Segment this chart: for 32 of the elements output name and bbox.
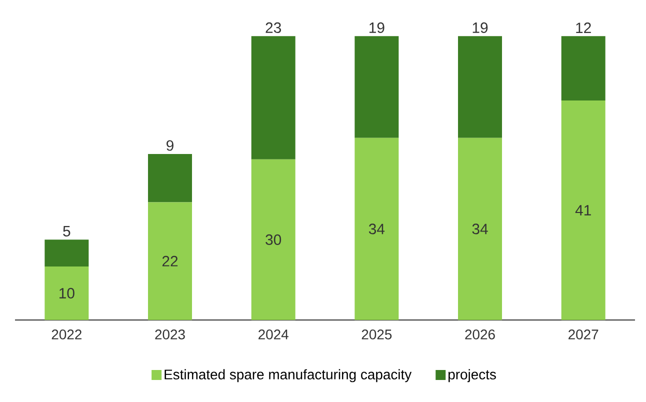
x-tick-label: 2026 bbox=[465, 330, 495, 340]
data-label: 9 bbox=[166, 140, 174, 151]
data-label: 22 bbox=[162, 256, 178, 266]
bar bbox=[148, 202, 192, 320]
bar bbox=[458, 138, 502, 320]
data-label: 5 bbox=[63, 226, 70, 236]
data-label: 10 bbox=[60, 288, 74, 299]
x-tick-label: 2025 bbox=[362, 330, 392, 340]
legend-label: Estimated spare manufacturing capacity bbox=[164, 369, 412, 382]
bar bbox=[561, 100, 606, 320]
data-label: 34 bbox=[368, 224, 385, 234]
bar bbox=[354, 138, 399, 320]
bar bbox=[44, 240, 89, 266]
data-label: 23 bbox=[266, 22, 281, 33]
x-tick-label: 2024 bbox=[258, 330, 288, 340]
data-label: 12 bbox=[576, 22, 591, 33]
legend-label: projects bbox=[448, 369, 496, 382]
data-label: 41 bbox=[575, 205, 591, 216]
bar bbox=[251, 36, 296, 160]
bar bbox=[354, 36, 399, 138]
bar bbox=[251, 159, 296, 320]
data-label: 19 bbox=[370, 22, 384, 33]
data-label: 19 bbox=[472, 22, 488, 33]
bar bbox=[148, 154, 192, 202]
bar bbox=[561, 36, 606, 100]
x-tick-label: 2027 bbox=[568, 330, 598, 340]
data-label: 34 bbox=[472, 224, 488, 234]
x-tick-label: 2023 bbox=[155, 330, 185, 340]
x-tick-label: 2022 bbox=[52, 330, 82, 340]
data-label: 30 bbox=[266, 234, 282, 245]
bar bbox=[458, 36, 502, 138]
bar bbox=[44, 266, 89, 320]
